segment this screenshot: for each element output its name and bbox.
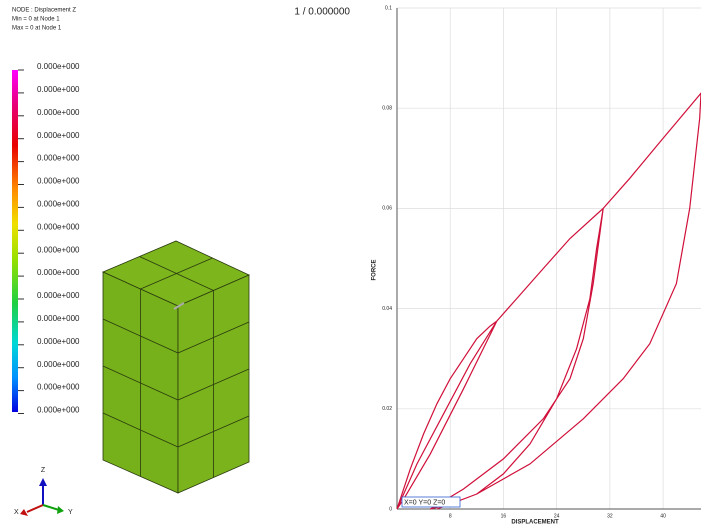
y-tick-label: 0.04 (382, 306, 392, 312)
mesh (102, 240, 250, 494)
x-tick-label: 16 (501, 513, 507, 519)
y-tick-label: 0.06 (382, 206, 392, 212)
legend-label: 0.000e+000 (37, 360, 80, 369)
legend-label: 0.000e+000 (37, 108, 80, 117)
annotation: X=0 Y=0 Z=0 (404, 499, 445, 506)
legend-label: 0.000e+000 (37, 268, 80, 277)
legend-label: 0.000e+000 (37, 154, 80, 163)
axis-triad: Z X Y (14, 467, 73, 516)
legend-label: 0.000e+000 (37, 222, 80, 231)
legend-label: 0.000e+000 (37, 337, 80, 346)
triad-label: Z (41, 467, 46, 474)
legend-label: 0.000e+000 (37, 85, 80, 94)
legend-label: 0.000e+000 (37, 406, 80, 415)
header-line: Min = 0 at Node 1 (12, 17, 60, 23)
x-tick-label: 32 (607, 513, 613, 519)
header-line: Max = 0 at Node 1 (12, 26, 62, 32)
x-tick-label: 40 (660, 513, 666, 519)
chart: 0 0.02 0.04 0.06 0.08 0.1 8 16 24 32 40 FORCE DISPLA… (372, 5, 701, 526)
legend-label: 0.000e+000 (37, 62, 80, 71)
y-axis-label: FORCE (372, 260, 378, 281)
y-tick-label: 0 (389, 506, 392, 512)
x-tick-label: 24 (554, 513, 560, 519)
annotation-box (401, 496, 461, 508)
legend-label: 0.000e+000 (37, 314, 80, 323)
legend-label: 0.000e+000 (37, 177, 80, 186)
y-tick-label: 0.1 (385, 5, 392, 11)
triad-label: Y (68, 509, 73, 516)
legend-label: 0.000e+000 (37, 245, 80, 254)
legend-label: 0.000e+000 (37, 291, 80, 300)
force-curve (396, 92, 701, 510)
legend-label: 0.000e+000 (37, 131, 80, 140)
legend-label: 0.000e+000 (37, 383, 80, 392)
legend-label: 0.000e+000 (37, 200, 80, 209)
color-bar (12, 70, 18, 412)
y-tick-label: 0.08 (382, 106, 392, 112)
legend: 0.000e+000 0.000e+000 0.000e+000 0.000e+000… (18, 62, 80, 415)
header-line: NODE : Displacement Z (12, 8, 76, 14)
y-tick-label: 0.02 (382, 406, 392, 412)
node-marker (173, 302, 185, 310)
triad-label: X (14, 509, 19, 516)
x-axis-label: DISPLACEMENT (511, 520, 559, 526)
x-tick-label: 8 (449, 513, 452, 519)
step-label: 1 / 0.000000 (294, 7, 350, 18)
